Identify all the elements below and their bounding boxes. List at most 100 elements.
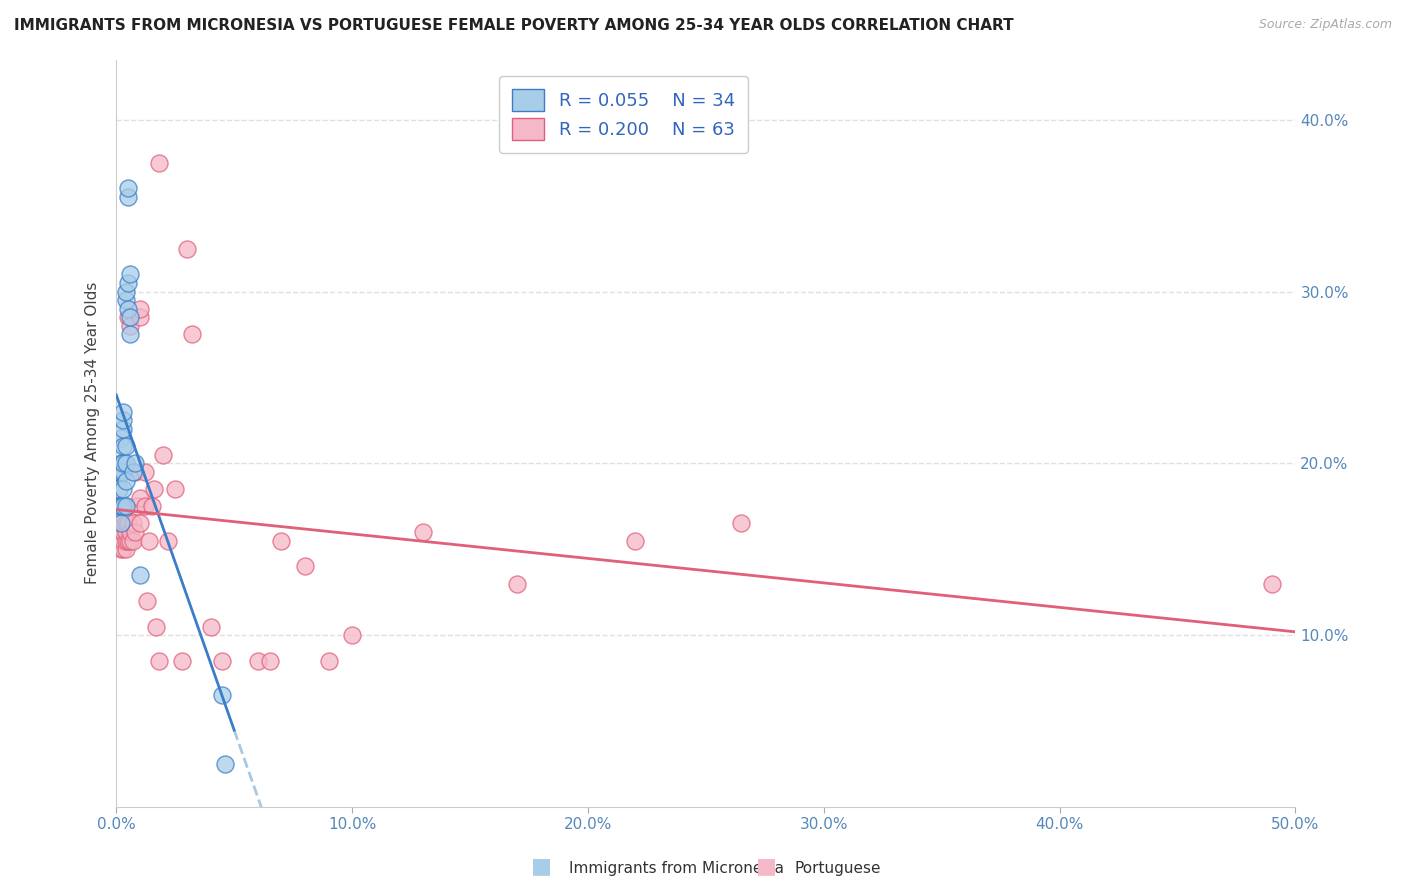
- Point: [1261, 576, 1284, 591]
- Point: [211, 654, 233, 668]
- Point: [128, 310, 150, 325]
- Point: [117, 301, 139, 316]
- Point: [114, 285, 136, 299]
- Point: [112, 508, 135, 522]
- Point: [114, 516, 136, 531]
- Point: [120, 533, 142, 548]
- Point: [114, 525, 136, 540]
- Point: [110, 500, 132, 514]
- Legend: R = 0.055    N = 34, R = 0.200    N = 63: R = 0.055 N = 34, R = 0.200 N = 63: [499, 76, 748, 153]
- Point: [148, 155, 170, 169]
- Point: [120, 310, 142, 325]
- Point: [128, 568, 150, 582]
- Point: [120, 268, 142, 282]
- Point: [294, 559, 316, 574]
- Point: [110, 525, 132, 540]
- Text: Immigrants from Micronesia: Immigrants from Micronesia: [569, 861, 785, 876]
- Point: [506, 576, 529, 591]
- Point: [112, 465, 135, 479]
- Point: [107, 525, 129, 540]
- Point: [114, 293, 136, 307]
- Point: [246, 654, 269, 668]
- Point: [127, 500, 149, 514]
- Point: [136, 594, 159, 608]
- Text: Source: ZipAtlas.com: Source: ZipAtlas.com: [1258, 18, 1392, 31]
- Point: [112, 525, 135, 540]
- Point: [112, 500, 135, 514]
- Point: [152, 448, 174, 462]
- Point: [112, 482, 135, 496]
- Point: [110, 542, 132, 557]
- Point: [110, 431, 132, 445]
- Point: [110, 516, 132, 531]
- Point: [112, 533, 135, 548]
- Point: [117, 190, 139, 204]
- Point: [107, 482, 129, 496]
- Point: [117, 310, 139, 325]
- Point: [114, 439, 136, 453]
- Point: [110, 516, 132, 531]
- Point: [117, 516, 139, 531]
- Point: [259, 654, 281, 668]
- Point: [112, 456, 135, 470]
- Point: [112, 516, 135, 531]
- Point: [157, 533, 180, 548]
- Point: [114, 456, 136, 470]
- Point: [138, 533, 160, 548]
- Point: [114, 500, 136, 514]
- Point: [176, 242, 198, 256]
- Point: [120, 318, 142, 333]
- Point: [112, 413, 135, 427]
- Point: [107, 533, 129, 548]
- Point: [124, 465, 146, 479]
- Point: [112, 542, 135, 557]
- Point: [124, 456, 146, 470]
- Point: [107, 500, 129, 514]
- Point: [110, 533, 132, 548]
- Point: [340, 628, 363, 642]
- Point: [128, 516, 150, 531]
- Point: [120, 525, 142, 540]
- Point: [270, 533, 292, 548]
- Point: [128, 491, 150, 505]
- Point: [200, 619, 222, 633]
- Point: [110, 508, 132, 522]
- Point: [110, 465, 132, 479]
- Point: [114, 500, 136, 514]
- Point: [180, 327, 202, 342]
- Point: [117, 181, 139, 195]
- Point: [117, 276, 139, 290]
- Point: [107, 465, 129, 479]
- Y-axis label: Female Poverty Among 25-34 Year Olds: Female Poverty Among 25-34 Year Olds: [86, 282, 100, 584]
- Point: [318, 654, 340, 668]
- Point: [121, 533, 143, 548]
- Text: ■: ■: [531, 856, 551, 876]
- Point: [134, 500, 156, 514]
- Point: [114, 533, 136, 548]
- Text: ■: ■: [756, 856, 776, 876]
- Point: [107, 516, 129, 531]
- Point: [112, 422, 135, 436]
- Text: Portuguese: Portuguese: [794, 861, 882, 876]
- Point: [110, 456, 132, 470]
- Point: [165, 482, 187, 496]
- Point: [624, 533, 647, 548]
- Point: [141, 500, 163, 514]
- Point: [121, 465, 143, 479]
- Point: [121, 516, 143, 531]
- Point: [148, 654, 170, 668]
- Point: [112, 439, 135, 453]
- Point: [114, 474, 136, 488]
- Point: [172, 654, 194, 668]
- Point: [128, 301, 150, 316]
- Point: [134, 465, 156, 479]
- Point: [120, 327, 142, 342]
- Point: [211, 688, 233, 702]
- Point: [730, 516, 752, 531]
- Point: [112, 405, 135, 419]
- Point: [143, 482, 166, 496]
- Point: [214, 757, 236, 772]
- Text: IMMIGRANTS FROM MICRONESIA VS PORTUGUESE FEMALE POVERTY AMONG 25-34 YEAR OLDS CO: IMMIGRANTS FROM MICRONESIA VS PORTUGUESE…: [14, 18, 1014, 33]
- Point: [114, 542, 136, 557]
- Point: [145, 619, 167, 633]
